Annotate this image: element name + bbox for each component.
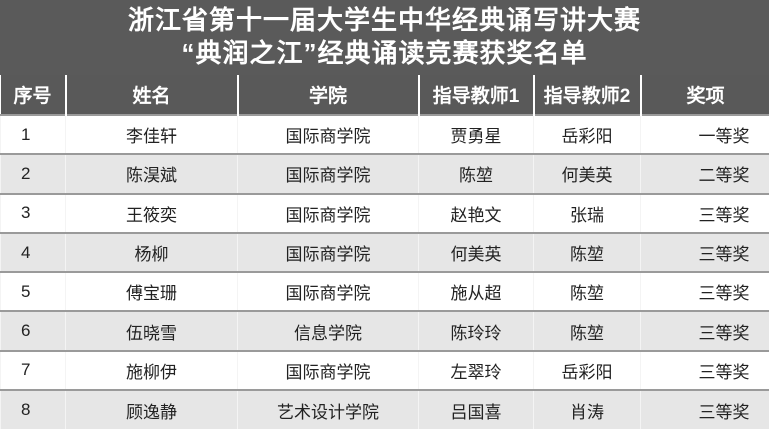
table-row: 3 王筱奕 国际商学院 赵艳文 张瑞 三等奖 (0, 192, 769, 233)
cell-no: 2 (0, 153, 66, 194)
cell-advisor1: 何美英 (418, 231, 534, 273)
cell-name: 施柳伊 (65, 349, 238, 391)
cell-no: 6 (0, 310, 66, 351)
cell-advisor1: 贾勇星 (418, 113, 534, 155)
cell-award: 三等奖 (640, 192, 769, 233)
cell-award: 一等奖 (640, 113, 769, 155)
cell-advisor2: 肖涛 (533, 389, 641, 429)
cell-no: 4 (0, 231, 66, 273)
cell-name: 李佳轩 (65, 113, 238, 155)
cell-award: 二等奖 (640, 153, 769, 194)
cell-college: 国际商学院 (237, 271, 419, 312)
cell-college: 国际商学院 (237, 192, 419, 233)
cell-advisor1: 陈堃 (418, 153, 534, 194)
cell-advisor1: 吕国喜 (418, 389, 534, 429)
title-banner: 浙江省第十一届大学生中华经典诵写讲大赛 “典润之江”经典诵读竞赛获奖名单 (0, 0, 769, 75)
cell-college: 国际商学院 (237, 113, 419, 155)
cell-advisor1: 赵艳文 (418, 192, 534, 233)
cell-college: 国际商学院 (237, 349, 419, 391)
award-table: 序号 姓名 学院 指导教师1 指导教师2 奖项 1 李佳轩 国际商学院 贾勇星 岳彩阳一… (0, 75, 769, 429)
title-line-2: “典润之江”经典诵读竞赛获奖名单 (181, 38, 588, 68)
title-line-1: 浙江省第十一届大学生中华经典诵写讲大赛 (127, 5, 641, 35)
table-row: 1 李佳轩 国际商学院 贾勇星 岳彩阳 一等奖 (0, 113, 769, 155)
cell-no: 1 (0, 113, 66, 155)
cell-name: 伍晓雪 (65, 310, 238, 351)
cell-no: 3 (0, 192, 66, 233)
header-advisor2: 指导教师2 (532, 75, 641, 115)
cell-name: 陈淏斌 (65, 153, 238, 194)
cell-advisor1: 施从超 (418, 271, 534, 312)
cell-advisor1: 左翠玲 (418, 349, 534, 391)
cell-award: 三等奖 (640, 231, 769, 273)
header-name: 姓名 (64, 75, 238, 115)
cell-advisor2: 陈堃 (533, 271, 641, 312)
cell-award: 三等奖 (640, 349, 769, 391)
cell-no: 8 (0, 389, 66, 429)
table-row: 8 顾逸静 艺术设计学院 吕国喜 肖涛 三等奖 (0, 389, 769, 429)
cell-no: 7 (0, 349, 66, 391)
cell-college: 信息学院 (237, 310, 419, 351)
cell-college: 国际商学院 (237, 231, 419, 273)
cell-advisor2: 岳彩阳 (533, 349, 641, 391)
cell-advisor2: 陈堃 (533, 231, 641, 273)
cell-award: 三等奖 (640, 389, 769, 429)
cell-award: 三等奖 (640, 310, 769, 351)
table-row: 7 施柳伊 国际商学院 左翠玲 岳彩阳 三等奖 (0, 349, 769, 391)
cell-name: 杨柳 (65, 231, 238, 273)
header-advisor1: 指导教师1 (417, 75, 534, 115)
cell-advisor2: 张瑞 (533, 192, 641, 233)
header-row: 序号 姓名 学院 指导教师1 指导教师2 奖项 (0, 75, 769, 115)
table-row: 6 伍晓雪 信息学院 陈玲玲 陈堃 三等奖 (0, 310, 769, 351)
table-row: 2 陈淏斌 国际商学院 陈堃 何美英 二等奖 (0, 153, 769, 194)
cell-college: 艺术设计学院 (237, 389, 419, 429)
cell-advisor2: 何美英 (533, 153, 641, 194)
table-row: 4 杨柳 国际商学院 何美英 陈堃 三等奖 (0, 231, 769, 273)
cell-advisor1: 陈玲玲 (418, 310, 534, 351)
cell-name: 王筱奕 (65, 192, 238, 233)
header-college: 学院 (236, 75, 419, 115)
header-no: 序号 (0, 75, 66, 115)
cell-advisor2: 岳彩阳 (533, 113, 641, 155)
cell-no: 5 (0, 271, 66, 312)
cell-name: 顾逸静 (65, 389, 238, 429)
cell-college: 国际商学院 (237, 153, 419, 194)
cell-name: 傅宝珊 (65, 271, 238, 312)
cell-award: 三等奖 (640, 271, 769, 312)
cell-advisor2: 陈堃 (533, 310, 641, 351)
header-award: 奖项 (639, 75, 769, 115)
table-row: 5 傅宝珊 国际商学院 施从超 陈堃 三等奖 (0, 271, 769, 312)
